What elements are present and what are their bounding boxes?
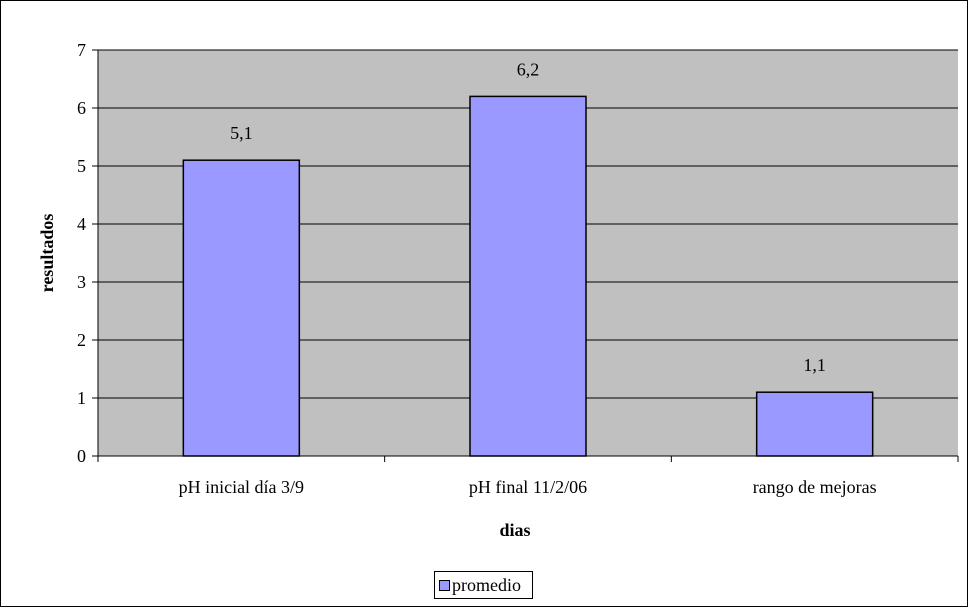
x-tick-label: rango de mejoras <box>753 477 877 497</box>
x-tick-label: pH final 11/2/06 <box>469 477 587 497</box>
bar <box>469 95 587 457</box>
bar <box>182 159 301 457</box>
data-label: 1,1 <box>803 355 826 375</box>
axes <box>92 49 959 462</box>
data-label: 5,1 <box>230 123 253 143</box>
y-tick-label: 1 <box>77 388 86 408</box>
y-tick-label: 7 <box>77 40 86 60</box>
bar <box>755 391 874 457</box>
legend-label: promedio <box>452 574 521 595</box>
y-tick-label: 2 <box>77 330 86 350</box>
y-tick-label: 5 <box>77 156 86 176</box>
x-tick-label: pH inicial día 3/9 <box>179 477 304 497</box>
y-tick-label: 3 <box>77 272 86 292</box>
legend-swatch <box>439 579 450 591</box>
legend: promedio <box>434 571 533 599</box>
x-axis-title: dias <box>499 520 530 540</box>
y-tick-label: 6 <box>77 98 86 118</box>
x-tick-labels: pH inicial día 3/9 pH final 11/2/06 rango … <box>179 477 877 497</box>
data-labels: 5,1 6,2 1,1 <box>230 59 826 375</box>
y-tick-labels: 0 1 2 3 4 5 6 7 <box>77 40 86 466</box>
data-label: 6,2 <box>517 59 540 79</box>
y-axis-title: resultados <box>37 214 57 293</box>
y-tick-label: 0 <box>77 446 86 466</box>
y-tick-label: 4 <box>77 214 86 234</box>
